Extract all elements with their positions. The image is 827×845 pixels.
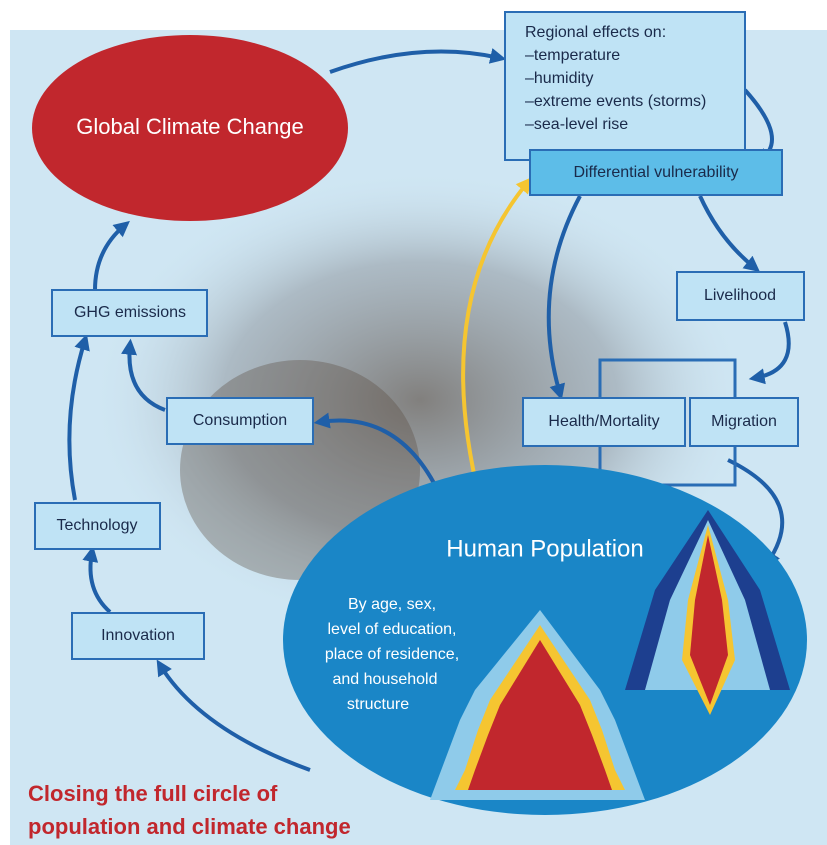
population-description: structure [347,696,409,713]
innovation-label: Innovation [101,627,175,644]
technology-label: Technology [57,517,138,534]
regional-label: Regional effects on: [525,24,666,41]
regional-item: –humidity [525,70,593,87]
ghg-label: GHG emissions [74,304,186,321]
caption: Closing the full circle of [28,781,278,806]
consumption-label: Consumption [193,412,287,429]
population-description: and household [333,671,438,688]
population-description: level of education, [328,621,457,638]
regional-item: –extreme events (storms) [525,93,706,110]
migration-label: Migration [711,413,777,430]
health-label: Health/Mortality [548,413,659,430]
diagram: Global Climate Change Regional effects o… [0,0,827,845]
vulnerability-label: Differential vulnerability [573,164,738,181]
regional-item: –sea-level rise [525,116,628,133]
caption: population and climate change [28,814,351,839]
population-description: place of residence, [325,646,459,663]
regional-item: –temperature [525,47,620,64]
global-label: Global Climate Change [76,114,303,139]
population-title: Human Population [446,535,643,562]
livelihood-label: Livelihood [704,287,776,304]
population-description: By age, sex, [348,596,436,613]
